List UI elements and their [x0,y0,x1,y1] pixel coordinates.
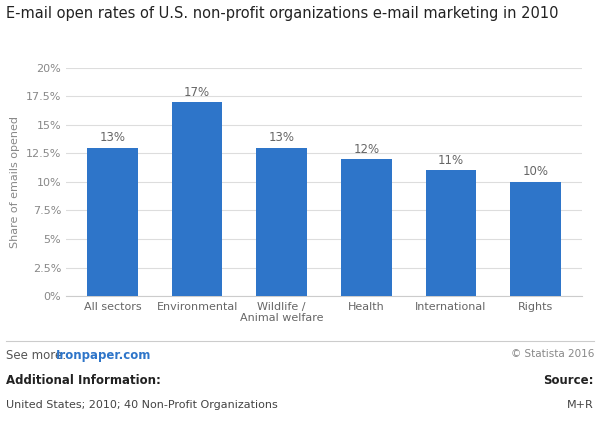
Text: 13%: 13% [100,131,125,144]
Text: 12%: 12% [353,143,379,156]
Text: E-mail open rates of U.S. non-profit organizations e-mail marketing in 2010: E-mail open rates of U.S. non-profit org… [6,6,559,21]
Text: © Statista 2016: © Statista 2016 [511,349,594,359]
Bar [87,148,138,296]
Text: Additional Information:: Additional Information: [6,374,161,387]
Text: See more:: See more: [6,349,70,362]
Bar [256,148,307,296]
Bar [341,159,392,296]
Text: 10%: 10% [523,165,548,179]
Text: Ironpaper.com: Ironpaper.com [56,349,151,362]
Bar [510,182,561,296]
Bar [425,170,476,296]
Y-axis label: Share of emails opened: Share of emails opened [10,116,20,248]
Text: M+R: M+R [567,400,594,410]
Text: 17%: 17% [184,85,210,99]
Text: Source:: Source: [544,374,594,387]
Text: 13%: 13% [269,131,295,144]
Text: United States; 2010; 40 Non-Profit Organizations: United States; 2010; 40 Non-Profit Organ… [6,400,278,410]
Bar [172,102,223,296]
Text: 11%: 11% [438,154,464,167]
